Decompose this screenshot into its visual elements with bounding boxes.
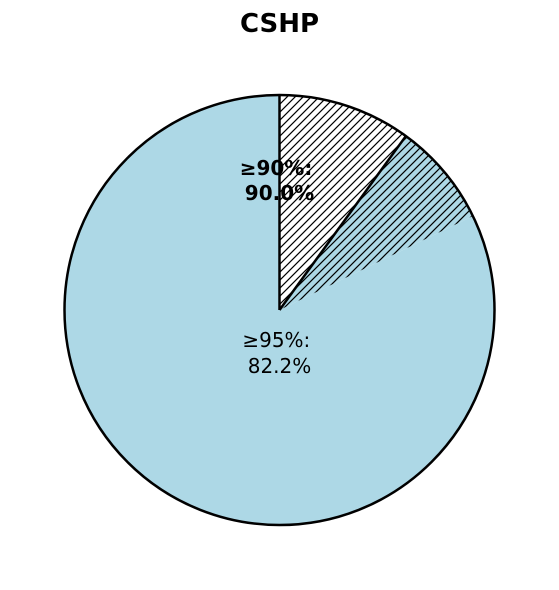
slice-edge-0: [278, 135, 407, 311]
slice-label-90-line1: ≥90%:: [240, 156, 313, 180]
slice-label-95: ≥95%: 82.2%: [242, 328, 316, 378]
pie-labels: ≥90%: 90.0% ≥95%: 82.2%: [240, 156, 320, 378]
slice-label-95-line2: 82.2%: [248, 354, 312, 378]
pie-slices: [63, 93, 496, 527]
pie-slice-hatch-2: [279, 95, 406, 310]
slice-label-90-line2: 90.0%: [245, 181, 314, 205]
pie-slice-hatch-1: [279, 136, 473, 310]
slice-label-90: ≥90%: 90.0%: [240, 156, 320, 205]
chart-title: CSHP: [240, 9, 319, 39]
slice-label-95-line1: ≥95%:: [242, 328, 310, 352]
